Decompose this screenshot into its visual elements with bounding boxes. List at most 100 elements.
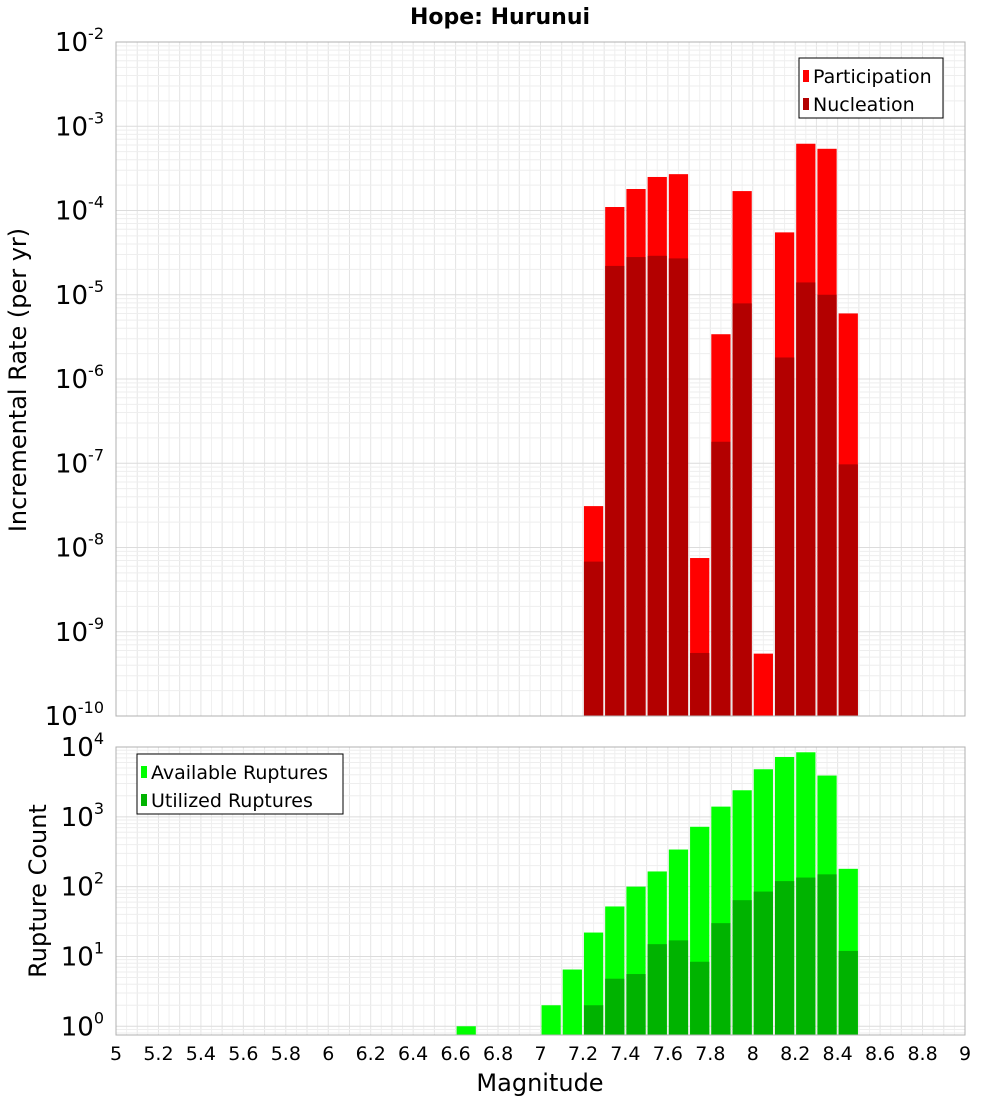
x-tick-label: 7.2 [568, 1043, 598, 1065]
top-legend-swatch [803, 70, 809, 82]
x-tick-label: 8 [747, 1043, 759, 1065]
bottom-y-tick-base: 10 [61, 1012, 94, 1042]
bottom-bar [562, 969, 582, 1035]
x-tick-label: 8.4 [823, 1043, 853, 1065]
top-y-tick-exp: -4 [88, 193, 104, 212]
bottom-legend: Available Ruptures Utilized Ruptures [136, 753, 344, 815]
top-y-tick-base: 10 [55, 449, 88, 479]
bottom-plot-border [115, 746, 966, 1036]
bottom-y-tick-label: 100 [61, 1008, 104, 1042]
top-bar [817, 294, 837, 716]
bottom-y-tick-label: 101 [61, 938, 104, 972]
x-tick-label: 7.6 [653, 1043, 683, 1065]
x-axis-label: Magnitude [476, 1069, 603, 1097]
bottom-y-tick-label: 104 [61, 729, 104, 763]
top-y-tick-label: 10-7 [55, 445, 104, 479]
top-bar [838, 464, 858, 716]
bottom-y-tick-base: 10 [61, 942, 94, 972]
bottom-y-tick-label: 102 [61, 869, 104, 903]
bottom-y-tick-base: 10 [61, 733, 94, 763]
x-tick-label: 6.2 [356, 1043, 386, 1065]
top-grid [115, 41, 966, 717]
bottom-bar [647, 944, 667, 1035]
bottom-legend-swatch [141, 794, 147, 806]
top-y-tick-base: 10 [55, 281, 88, 311]
top-series-b [583, 255, 858, 716]
bottom-legend-box [136, 753, 344, 815]
top-y-tick-label: 10-3 [55, 108, 104, 142]
top-y-tick-label: 10-10 [45, 698, 104, 732]
top-y-tick-exp: -5 [88, 277, 104, 296]
top-bar [711, 441, 731, 716]
top-y-axis-label: Incremental Rate (per yr) [4, 228, 32, 532]
top-y-tick-base: 10 [55, 197, 88, 227]
bottom-bar [583, 1005, 604, 1035]
x-tick-label: 8.2 [780, 1043, 810, 1065]
top-y-tick-base: 10 [55, 112, 88, 142]
x-tick-label: 7.8 [695, 1043, 725, 1065]
top-y-tick-base: 10 [55, 534, 88, 564]
bottom-bar [541, 1005, 561, 1035]
x-tick-label: 8.8 [907, 1043, 937, 1065]
top-y-tick-label: 10-6 [55, 361, 104, 395]
top-bar [774, 357, 795, 716]
x-tick-label: 6.8 [483, 1043, 513, 1065]
bottom-legend-swatch [141, 766, 147, 778]
top-bar [690, 652, 710, 716]
top-y-tick-label: 10-4 [55, 193, 104, 227]
top-y-tick-exp: -8 [88, 530, 104, 549]
bottom-bar [838, 950, 858, 1035]
x-tick-label: 5 [110, 1043, 122, 1065]
chart-title: Hope: Hurunui [410, 5, 590, 30]
top-legend-label: Participation [813, 66, 932, 88]
bottom-bar [605, 978, 625, 1035]
bottom-bar [690, 961, 710, 1035]
x-tick-label: 6.6 [440, 1043, 470, 1065]
bottom-y-tick-exp: 2 [94, 869, 104, 888]
top-bar [605, 265, 625, 716]
top-legend: Participation Nucleation [798, 57, 944, 119]
bottom-bar [732, 900, 752, 1035]
bottom-bar [711, 923, 731, 1035]
top-legend-swatch [803, 98, 809, 110]
top-bar [732, 303, 752, 716]
bottom-y-tick-exp: 4 [94, 729, 104, 748]
x-tick-label: 5.8 [271, 1043, 301, 1065]
bottom-series-b [583, 874, 858, 1035]
x-tick-label: 9 [959, 1043, 971, 1065]
top-y-tick-label: 10-2 [55, 24, 104, 58]
x-tick-label: 6 [322, 1043, 334, 1065]
bottom-bar [668, 940, 689, 1035]
top-bar [668, 258, 689, 716]
top-y-tick-base: 10 [45, 702, 78, 732]
bottom-bar [817, 874, 837, 1035]
bottom-y-tick-exp: 3 [94, 799, 104, 818]
bottom-y-tick-base: 10 [61, 803, 94, 833]
top-y-tick-base: 10 [55, 365, 88, 395]
top-bar [583, 561, 604, 716]
x-tick-label: 5.4 [186, 1043, 216, 1065]
x-tick-label: 7.4 [610, 1043, 640, 1065]
x-tick-label: 7 [534, 1043, 546, 1065]
top-bar [753, 653, 773, 716]
bottom-legend-label: Utilized Ruptures [151, 790, 313, 812]
top-bar [647, 255, 667, 716]
top-y-tick-label: 10-9 [55, 614, 104, 648]
top-y-tick-exp: -10 [78, 698, 104, 717]
bottom-y-tick-exp: 0 [94, 1008, 104, 1027]
bottom-legend-label: Available Ruptures [151, 762, 328, 784]
top-plot-border [115, 41, 966, 717]
top-y-tick-exp: -2 [88, 24, 104, 43]
x-tick-label: 6.4 [398, 1043, 428, 1065]
x-tick-label: 8.6 [865, 1043, 895, 1065]
bottom-bar [774, 881, 795, 1035]
bottom-bar [796, 877, 816, 1035]
x-tick-label: 5.6 [228, 1043, 258, 1065]
x-tick-label: 5.2 [143, 1043, 173, 1065]
top-legend-box [798, 57, 944, 119]
top-y-tick-exp: -3 [88, 108, 104, 127]
top-y-tick-exp: -7 [88, 445, 104, 464]
top-y-tick-label: 10-5 [55, 277, 104, 311]
